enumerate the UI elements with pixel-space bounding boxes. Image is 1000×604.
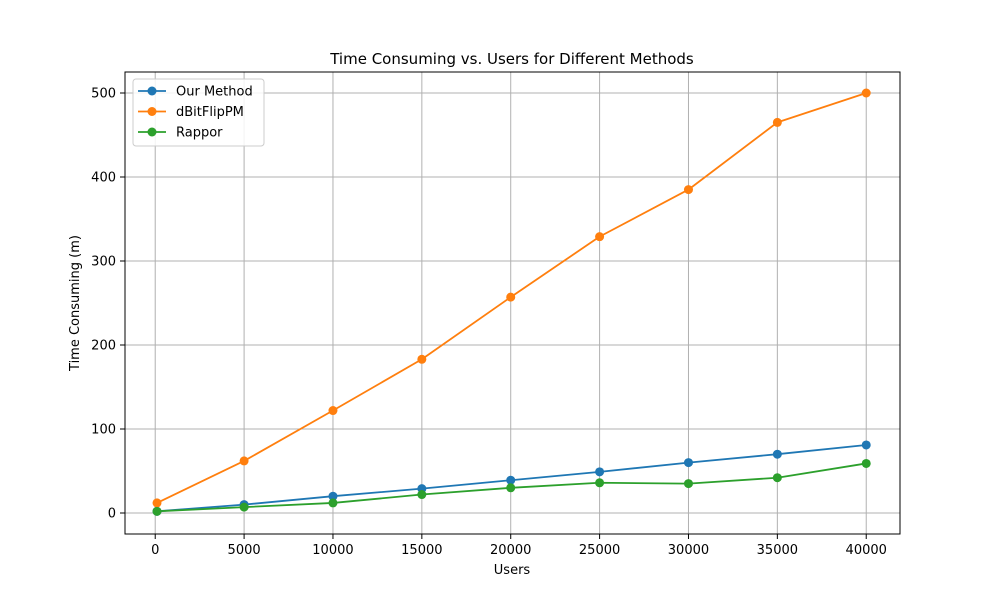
data-point-rappor xyxy=(506,483,516,493)
data-point-rappor xyxy=(772,473,782,483)
plot-frame xyxy=(124,71,901,535)
data-point-our-method xyxy=(506,475,516,485)
x-tick-label: 30000 xyxy=(668,543,709,558)
series-dbitflippm xyxy=(152,88,871,508)
x-tick-label: 15000 xyxy=(401,543,442,558)
data-point-dbitflippm xyxy=(683,185,693,195)
data-point-our-method xyxy=(772,449,782,459)
x-tick-label: 25000 xyxy=(579,543,620,558)
data-point-rappor xyxy=(239,502,249,512)
data-point-dbitflippm xyxy=(417,354,427,364)
data-point-dbitflippm xyxy=(861,88,871,98)
y-tick-label: 0 xyxy=(108,507,116,522)
x-tick-label: 20000 xyxy=(490,543,531,558)
x-tick-label: 35000 xyxy=(757,543,798,558)
grid xyxy=(125,72,900,534)
x-tick-label: 0 xyxy=(151,543,159,558)
data-point-rappor xyxy=(861,458,871,468)
y-axis-label: Time Consuming (m) xyxy=(68,235,83,372)
series-rappor xyxy=(152,458,871,516)
data-point-rappor xyxy=(595,478,605,488)
legend-entry-our-method: Our Method xyxy=(138,85,253,100)
data-point-rappor xyxy=(328,498,338,508)
y-axis: 0 100 200 300 400 500 xyxy=(91,87,125,522)
legend-label: Rappor xyxy=(176,126,223,141)
chart-title: Time Consuming vs. Users for Different M… xyxy=(329,50,694,68)
data-point-dbitflippm xyxy=(152,498,162,508)
data-point-our-method xyxy=(328,491,338,501)
legend-swatch-marker xyxy=(147,86,157,96)
data-point-our-method xyxy=(683,458,693,468)
y-tick-label: 300 xyxy=(91,255,116,270)
data-point-dbitflippm xyxy=(772,117,782,127)
x-axis-label: Users xyxy=(494,563,531,578)
data-point-dbitflippm xyxy=(239,456,249,466)
legend-entry-rappor: Rappor xyxy=(138,126,223,141)
data-point-dbitflippm xyxy=(506,292,516,302)
data-point-rappor xyxy=(417,490,427,500)
legend-label: dBitFlipPM xyxy=(176,105,244,120)
y-tick-label: 100 xyxy=(91,423,116,438)
y-tick-label: 200 xyxy=(91,339,116,354)
data-point-rappor xyxy=(152,506,162,516)
legend-entry-dbitflippm: dBitFlipPM xyxy=(138,105,244,120)
y-tick-label: 500 xyxy=(91,87,116,102)
data-point-our-method xyxy=(861,440,871,450)
data-point-dbitflippm xyxy=(595,232,605,242)
legend-swatch-marker xyxy=(147,107,157,116)
x-axis: 0 5000 10000 15000 20000 25000 30000 35000 40000 xyxy=(151,534,887,558)
legend-label: Our Method xyxy=(176,85,253,100)
data-point-our-method xyxy=(595,467,605,477)
legend-swatch-marker xyxy=(147,127,157,137)
data-point-dbitflippm xyxy=(328,406,338,416)
x-tick-label: 5000 xyxy=(228,543,261,558)
data-point-rappor xyxy=(683,479,693,489)
legend-box xyxy=(132,78,265,147)
legend: Our Method dBitFlipPM Rappor xyxy=(132,78,265,147)
y-tick-label: 400 xyxy=(91,171,116,186)
series-layer xyxy=(152,88,871,516)
x-tick-label: 10000 xyxy=(312,543,353,558)
x-tick-label: 40000 xyxy=(846,543,887,558)
